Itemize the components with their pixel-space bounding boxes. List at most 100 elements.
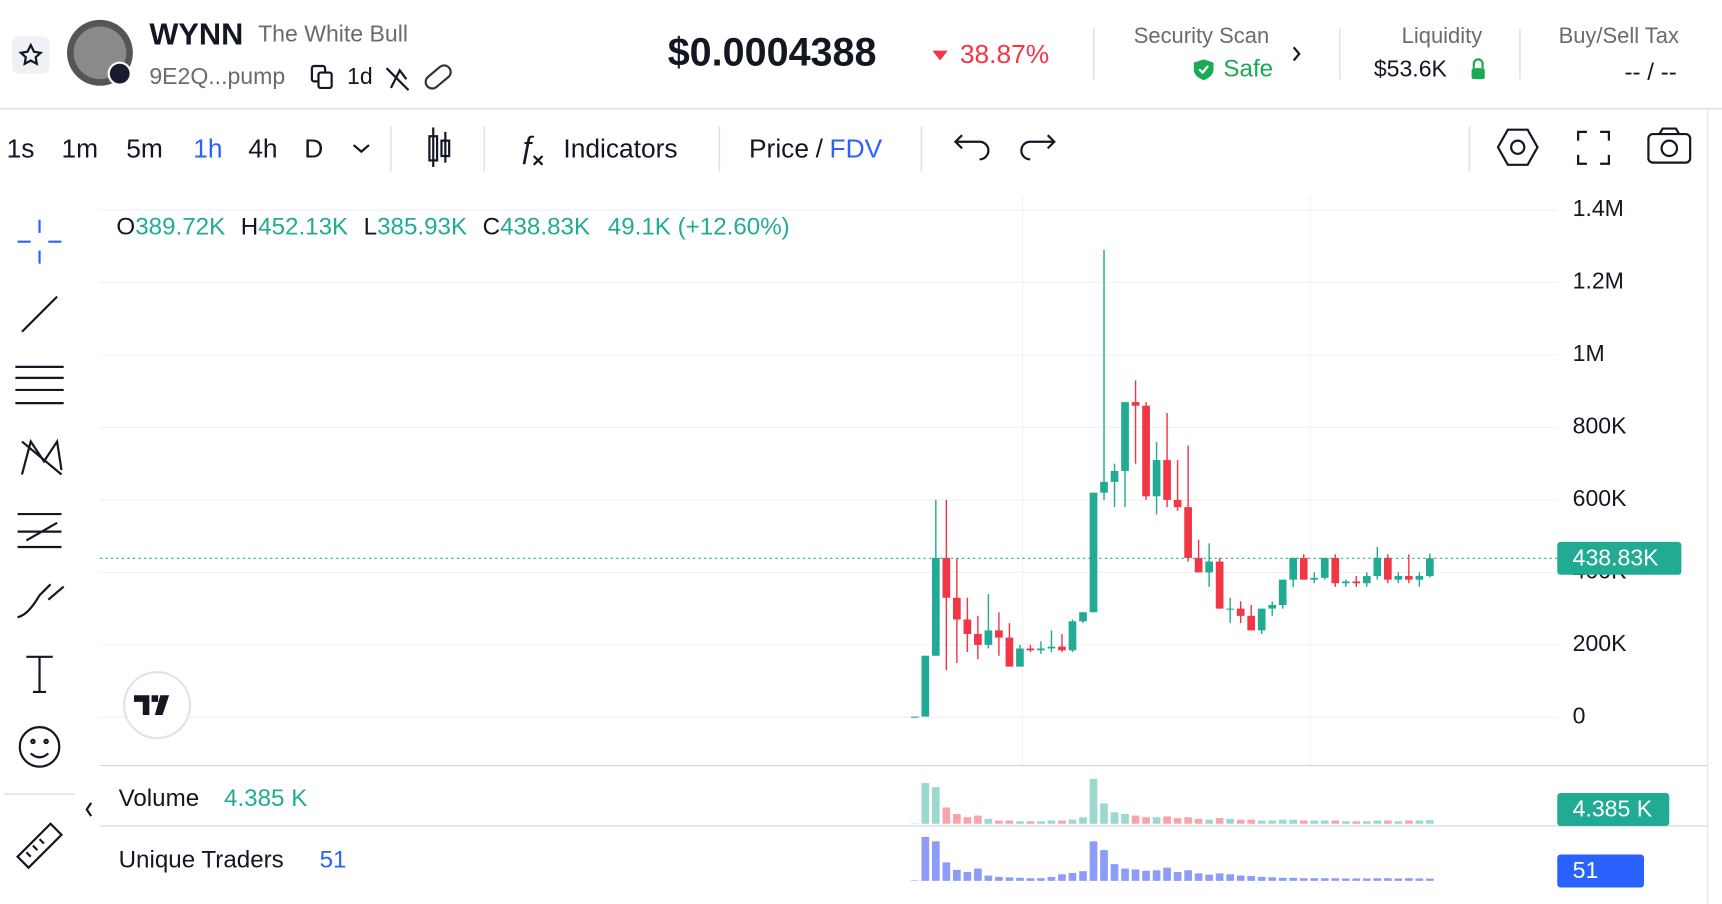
price-option[interactable]: Price [749, 133, 809, 163]
traders-bar [1194, 873, 1203, 881]
traders-bar [1058, 874, 1066, 881]
legend-key: O [116, 214, 135, 241]
symbol: WYNN [149, 16, 243, 51]
volume-bar [1163, 816, 1171, 824]
legend-key: L [364, 214, 377, 241]
text-tool[interactable] [26, 655, 53, 694]
volume-bar [1394, 821, 1403, 824]
volume-bar [974, 815, 982, 824]
chart-type-icon[interactable] [428, 127, 451, 168]
tv-logo [123, 671, 192, 740]
pattern-tool[interactable] [20, 438, 63, 476]
ruler-tool[interactable] [16, 822, 64, 870]
volume-bar [1373, 820, 1382, 824]
candle-body [1121, 402, 1129, 471]
traders-bar [1215, 873, 1224, 881]
interval[interactable]: 5m [126, 133, 163, 163]
undo[interactable] [953, 134, 990, 161]
volume-label: Volume [119, 785, 200, 812]
fib-tool[interactable] [15, 365, 64, 405]
y-tick-label: 1.2M [1573, 268, 1624, 294]
traders-bar [1383, 878, 1392, 881]
candle-body [1299, 557, 1308, 580]
volume-bar [1037, 821, 1045, 824]
volume-bar [1173, 818, 1182, 824]
line-tool[interactable] [21, 295, 58, 333]
volume-bar [1131, 815, 1140, 824]
traders-bar [1205, 874, 1213, 881]
candle-body [1100, 481, 1108, 493]
candle-body [1047, 646, 1056, 649]
interval[interactable]: 4h [248, 133, 277, 163]
emoji-tool[interactable] [18, 726, 61, 768]
interval-dropdown[interactable] [352, 144, 370, 154]
candle-body [1184, 507, 1192, 558]
traders-value: 51 [320, 846, 347, 873]
settings-icon[interactable] [1496, 128, 1539, 166]
x-icon[interactable] [385, 67, 410, 91]
copy-icon[interactable] [310, 64, 333, 90]
crosshair-tool[interactable] [17, 219, 62, 264]
screenshot-icon[interactable] [1647, 127, 1692, 164]
y-tick-label: 0 [1573, 702, 1586, 728]
volume-bar [1341, 821, 1350, 824]
left-toolbar [15, 219, 65, 870]
redo[interactable] [1020, 134, 1056, 161]
candle-body [1247, 615, 1256, 631]
legend-value: 452.13K [258, 214, 348, 241]
traders-bar [1037, 878, 1045, 881]
interval[interactable]: 1h [193, 133, 222, 163]
age: 1d [347, 63, 373, 89]
candle-body [1215, 561, 1224, 609]
candle-body [1226, 608, 1235, 610]
traders-bar [1068, 872, 1077, 881]
traders-badge-label: 51 [1573, 857, 1599, 883]
traders-bar [1394, 878, 1403, 881]
candle-body [1163, 460, 1171, 500]
traders-bar [1079, 871, 1087, 881]
candle-body [1362, 576, 1371, 584]
check [1198, 65, 1209, 75]
traders-bar [1236, 875, 1245, 881]
interval[interactable]: D [304, 133, 323, 163]
indicators[interactable]: Indicators [563, 133, 677, 163]
volume-bar [1352, 821, 1361, 824]
volume-bar [1110, 812, 1119, 824]
y-tick-label: 1.4M [1573, 195, 1624, 221]
candle-body [974, 633, 982, 645]
candle-body [1289, 557, 1298, 580]
price-fdv-toggle[interactable]: Price / FDV [749, 133, 883, 163]
candle-body [1131, 402, 1140, 406]
volume-bar [1005, 820, 1014, 824]
volume-bar [984, 818, 993, 824]
traders-bar [1142, 870, 1150, 881]
plot: 0200K400K600K800K1M1.2M1.4M438.83K4.385 … [99, 195, 1682, 888]
projection-tool[interactable] [17, 512, 62, 549]
volume-bar [1184, 817, 1192, 824]
traders-bar [963, 872, 972, 881]
fullscreen-icon[interactable] [1577, 130, 1610, 165]
brush-tool[interactable] [17, 583, 65, 619]
y-tick-label: 800K [1573, 413, 1627, 439]
interval[interactable]: 1m [62, 133, 99, 163]
fx-icon[interactable]: ƒ [518, 130, 535, 165]
pill-icon[interactable] [423, 63, 453, 91]
chevron[interactable] [1292, 46, 1301, 62]
security-label[interactable]: Security Scan [1134, 23, 1269, 48]
traders-bar [953, 869, 961, 881]
security-value[interactable]: Safe [1223, 56, 1273, 83]
candle-body [1016, 648, 1024, 667]
fdv-option[interactable]: FDV [830, 133, 883, 163]
down-arrow [932, 50, 948, 61]
volume-bar [1247, 819, 1256, 824]
candle-body [1415, 576, 1424, 580]
traders-bar [1173, 872, 1182, 881]
interval[interactable]: 1s [7, 133, 35, 163]
address[interactable]: 9E2Q...pump [149, 63, 285, 89]
collapse-toolbar[interactable] [85, 802, 93, 817]
traders-bar [1320, 878, 1329, 881]
favorite-button[interactable] [12, 36, 50, 74]
fx-icon-x [532, 155, 544, 166]
candle-body [1089, 492, 1098, 613]
